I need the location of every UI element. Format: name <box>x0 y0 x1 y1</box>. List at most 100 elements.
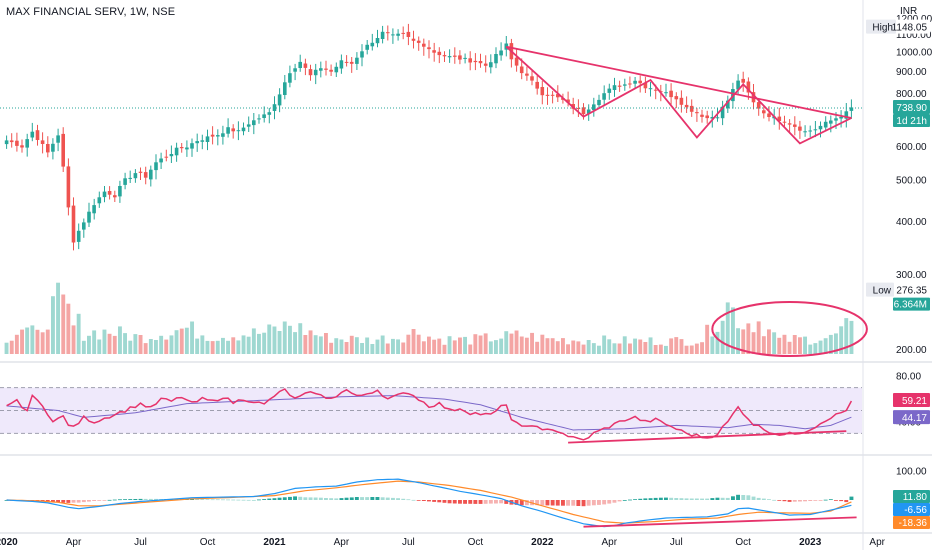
time-tick-label: Apr <box>602 537 618 548</box>
pattern-lines <box>505 45 852 145</box>
macd-hist-bar <box>658 497 663 500</box>
candle-body <box>808 130 812 132</box>
macd-hist-bar <box>535 500 540 506</box>
macd-hist-bar <box>602 500 607 505</box>
volume-bar <box>164 339 169 354</box>
macd-hist-bar <box>705 498 710 500</box>
macd-hist-bar <box>195 499 200 500</box>
macd-hist-bar <box>221 499 225 501</box>
candle-body <box>623 84 627 86</box>
volume-bar <box>308 330 313 354</box>
volume-bar <box>684 345 689 354</box>
candle-body <box>40 140 45 144</box>
macd-hist-bar <box>566 500 570 506</box>
macd-hist-bar <box>4 500 9 501</box>
price-tick-label: 800.00 <box>896 89 927 100</box>
time-tick-label: Jul <box>134 537 147 548</box>
candle-body <box>210 134 215 137</box>
candle-body <box>138 171 143 173</box>
time-tick-label: Apr <box>66 537 82 548</box>
volume-bar <box>66 303 71 354</box>
volume-bar <box>746 323 751 354</box>
candle-body <box>82 222 86 230</box>
candle-body <box>61 133 65 167</box>
candle-body <box>71 205 76 243</box>
macd-hist-bar <box>767 499 771 500</box>
volume-bar <box>61 294 66 354</box>
macd-line <box>6 478 852 528</box>
macd-hist-bar <box>148 498 153 500</box>
macd-hist-bar <box>586 500 591 506</box>
macd-hist-bar <box>834 500 838 501</box>
last-price-tag: 738.90 <box>896 103 927 114</box>
price-tick-label: 400.00 <box>896 217 927 228</box>
volume-bar <box>473 334 478 354</box>
signal-line <box>6 480 852 524</box>
macd-hist-bar <box>226 499 230 501</box>
volume-bar <box>231 337 236 354</box>
macd-hist-bar <box>349 497 354 500</box>
candle-body <box>35 130 40 140</box>
macd-hist-bar <box>437 500 442 503</box>
macd-hist-bar <box>76 500 81 503</box>
candle-body <box>391 34 395 36</box>
volume-bar <box>385 343 390 354</box>
volume-bar <box>499 338 504 354</box>
rsi-tick-label: 80.00 <box>896 372 921 383</box>
macd-hist-bar <box>499 500 504 504</box>
candle-body <box>793 124 797 127</box>
macd-hist-bar <box>277 497 282 500</box>
volume-bar <box>612 343 617 354</box>
macd-hist-bar <box>504 500 509 504</box>
candle-body <box>664 92 668 94</box>
macd-hist-bar <box>396 498 400 500</box>
candle-body <box>349 61 354 64</box>
candle-body <box>612 85 617 90</box>
macd-hist-tag-bg <box>893 490 930 503</box>
high-label-bg <box>866 19 896 34</box>
macd-hist-bar <box>324 498 328 500</box>
volume-bar <box>87 335 91 354</box>
candle-body <box>442 55 447 57</box>
macd-hist-bar <box>45 500 50 502</box>
macd-hist-bar <box>123 499 127 500</box>
macd-hist-bar <box>473 500 478 504</box>
candle-body <box>107 191 112 195</box>
candle-body <box>638 80 642 84</box>
macd-hist-bar <box>483 500 488 504</box>
candle-body <box>319 68 323 71</box>
volume-bar <box>463 336 467 354</box>
candle-body <box>87 211 91 223</box>
candle-body <box>494 54 498 64</box>
candle-body <box>628 83 632 85</box>
volume-bar <box>519 336 524 354</box>
currency-label: INR <box>900 6 917 17</box>
candle-body <box>684 104 689 108</box>
candle-body <box>324 68 328 70</box>
candle-body <box>267 112 272 115</box>
volume-bar <box>329 342 334 354</box>
candle-body <box>710 117 715 119</box>
candle-body <box>355 57 359 64</box>
candle-body <box>818 125 823 130</box>
volume-bar <box>504 331 509 354</box>
volume-bar <box>514 330 519 354</box>
macd-hist-bar <box>190 499 194 500</box>
volume-bar <box>112 335 117 354</box>
candle-body <box>540 87 545 96</box>
volume-bar <box>236 340 241 354</box>
macd-hist-bar <box>334 498 339 500</box>
time-tick-label: Apr <box>334 537 350 548</box>
candle-body <box>262 114 266 118</box>
candle-body <box>226 127 230 134</box>
volume-bar <box>35 329 40 354</box>
volume-bar <box>576 341 581 354</box>
volume-bar <box>380 335 385 354</box>
volume-bar <box>184 327 189 354</box>
macd-hist-bar <box>746 495 751 500</box>
macd-hist-bar <box>725 497 730 500</box>
volume-tag: 6.364M <box>894 300 927 311</box>
